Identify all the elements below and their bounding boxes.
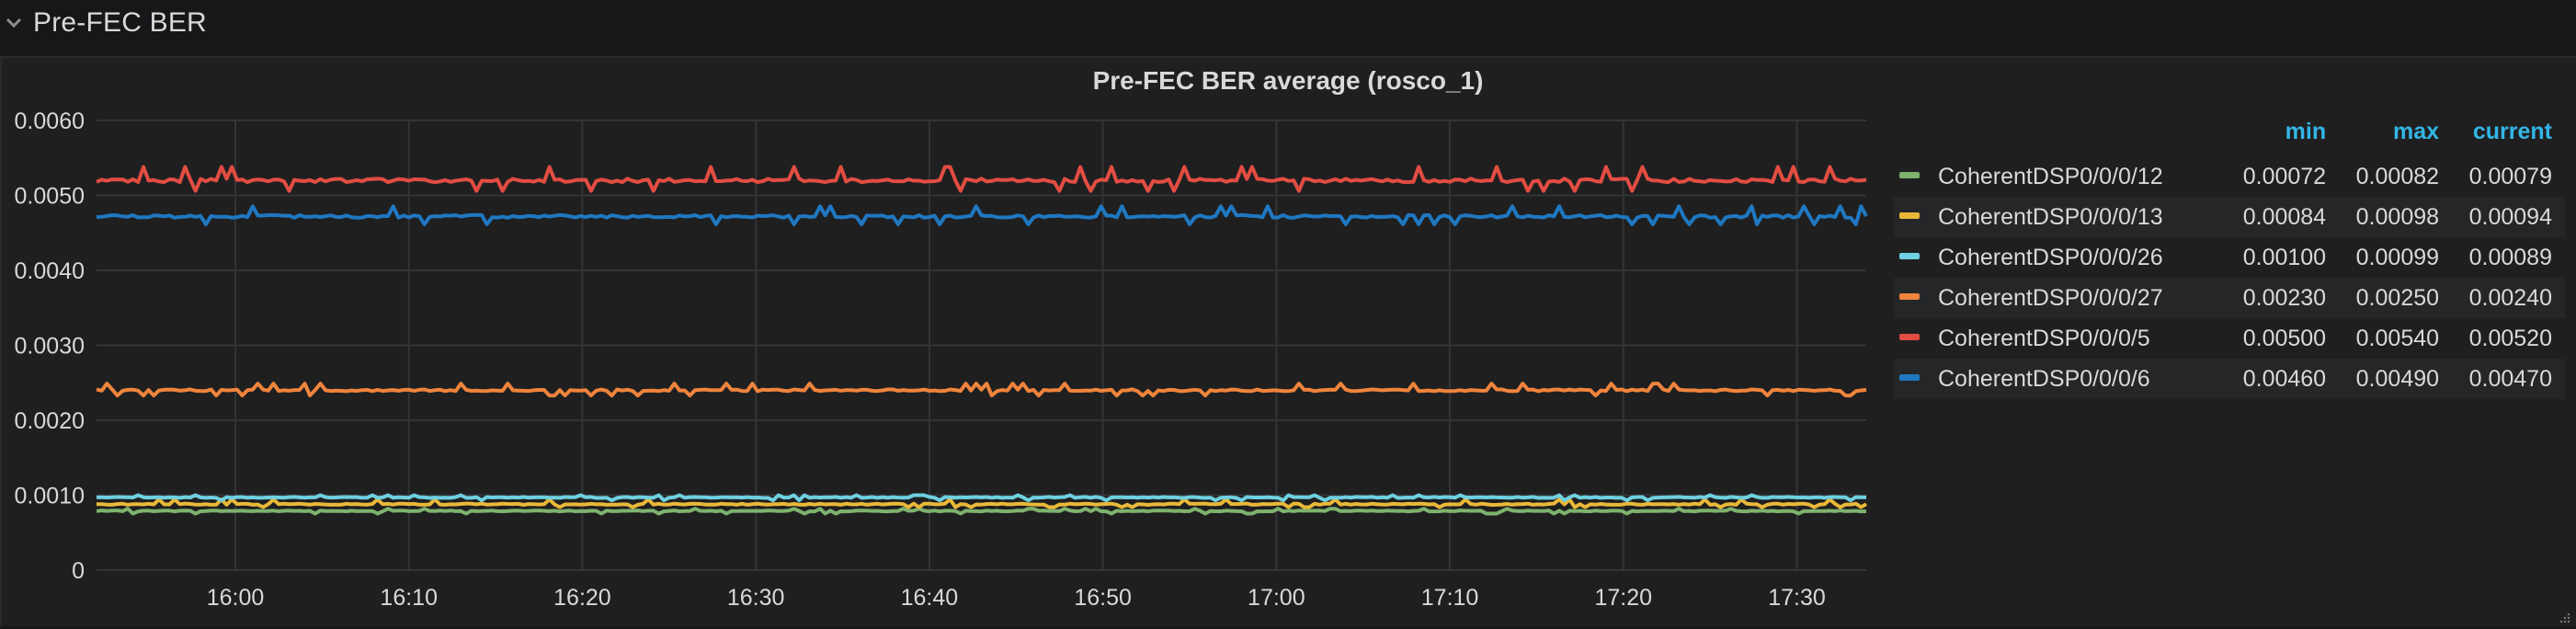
- x-tick-label: 17:20: [1595, 585, 1653, 611]
- legend-max-value: 0.00082: [2339, 156, 2453, 197]
- legend-series-name[interactable]: CoherentDSP0/0/0/13: [1894, 197, 2227, 237]
- legend-current-value: 0.00470: [2452, 359, 2565, 399]
- y-tick-label: 0.0020: [15, 408, 85, 434]
- legend-max-value: 0.00098: [2339, 197, 2453, 237]
- legend-series-label: CoherentDSP0/0/0/6: [1938, 365, 2150, 392]
- series-line[interactable]: [97, 497, 1868, 509]
- chevron-down-icon[interactable]: [4, 13, 24, 33]
- y-tick-label: 0.0010: [15, 484, 85, 509]
- legend-header-name: [1894, 116, 2226, 156]
- series-color-swatch[interactable]: [1899, 293, 1920, 301]
- legend-table: min max current CoherentDSP0/0/0/12 0.00…: [1894, 116, 2565, 399]
- y-tick-label: 0.0040: [15, 258, 85, 284]
- legend-series-label: CoherentDSP0/0/0/27: [1938, 284, 2163, 311]
- legend-current-value: 0.00240: [2452, 278, 2565, 318]
- series-line[interactable]: [96, 204, 1868, 226]
- legend-row[interactable]: CoherentDSP0/0/0/12 0.00072 0.00082 0.00…: [1894, 156, 2565, 197]
- legend-series-name[interactable]: CoherentDSP0/0/0/12: [1894, 156, 2227, 197]
- series-color-swatch[interactable]: [1899, 212, 1920, 220]
- legend-header-current[interactable]: current: [2472, 118, 2552, 144]
- legend-header-row: min max current: [1894, 116, 2565, 156]
- legend-series-label: CoherentDSP0/0/0/12: [1938, 163, 2163, 189]
- y-tick-label: 0.0060: [15, 109, 85, 134]
- panel-title[interactable]: Pre-FEC BER average (rosco_1): [1092, 66, 1484, 95]
- series-line[interactable]: [96, 382, 1867, 398]
- series-lines: [96, 165, 1868, 516]
- series-line[interactable]: [96, 507, 1867, 516]
- legend-current-value: 0.00089: [2452, 237, 2565, 278]
- legend-series-label: CoherentDSP0/0/0/5: [1938, 325, 2150, 351]
- panel-title-wrap: Pre-FEC BER average (rosco_1): [0, 66, 2576, 96]
- legend-max-value: 0.00490: [2339, 359, 2453, 399]
- legend-current-value: 0.00094: [2452, 197, 2565, 237]
- x-tick-label: 16:00: [207, 585, 265, 611]
- y-tick-label: 0: [72, 558, 85, 584]
- legend-row[interactable]: CoherentDSP0/0/0/5 0.00500 0.00540 0.005…: [1894, 318, 2565, 359]
- legend-current-value: 0.00079: [2452, 156, 2565, 197]
- legend-min-value: 0.00460: [2226, 359, 2340, 399]
- legend-max-value: 0.00540: [2339, 318, 2453, 359]
- y-tick-label: 0.0050: [15, 184, 85, 210]
- resize-handle-icon[interactable]: [2558, 611, 2570, 623]
- x-tick-label: 16:20: [553, 585, 611, 611]
- legend: min max current CoherentDSP0/0/0/12 0.00…: [1894, 116, 2565, 399]
- legend-series-name[interactable]: CoherentDSP0/0/0/6: [1894, 359, 2227, 399]
- series-line[interactable]: [96, 165, 1867, 193]
- legend-row[interactable]: CoherentDSP0/0/0/6 0.00460 0.00490 0.004…: [1894, 359, 2565, 399]
- legend-series-name[interactable]: CoherentDSP0/0/0/26: [1894, 237, 2227, 278]
- x-tick-label: 17:10: [1421, 585, 1479, 611]
- y-axis: 0 0.0010 0.0020 0.0030 0.0040 0.0050 0.0060: [15, 109, 85, 584]
- y-tick-label: 0.0030: [15, 334, 85, 360]
- legend-min-value: 0.00100: [2226, 237, 2340, 278]
- legend-row[interactable]: CoherentDSP0/0/0/27 0.00230 0.00250 0.00…: [1894, 278, 2565, 318]
- legend-min-value: 0.00084: [2226, 197, 2340, 237]
- series-color-swatch[interactable]: [1899, 172, 1920, 179]
- x-tick-label: 17:30: [1768, 585, 1826, 611]
- x-tick-label: 16:30: [727, 585, 785, 611]
- legend-header-min[interactable]: min: [2285, 118, 2327, 144]
- legend-series-name[interactable]: CoherentDSP0/0/0/27: [1894, 278, 2227, 318]
- legend-series-name[interactable]: CoherentDSP0/0/0/5: [1894, 318, 2227, 359]
- series-line[interactable]: [96, 493, 1867, 503]
- row-header: Pre-FEC BER: [0, 0, 2576, 48]
- legend-min-value: 0.00072: [2226, 156, 2340, 197]
- legend-current-value: 0.00520: [2452, 318, 2565, 359]
- row-title[interactable]: Pre-FEC BER: [33, 7, 207, 38]
- legend-series-label: CoherentDSP0/0/0/26: [1938, 244, 2163, 270]
- x-tick-label: 16:40: [901, 585, 959, 611]
- legend-max-value: 0.00250: [2339, 278, 2453, 318]
- legend-max-value: 0.00099: [2339, 237, 2453, 278]
- series-color-swatch[interactable]: [1899, 253, 1920, 260]
- legend-min-value: 0.00500: [2226, 318, 2340, 359]
- legend-series-label: CoherentDSP0/0/0/13: [1938, 203, 2163, 230]
- x-tick-label: 17:00: [1248, 585, 1305, 611]
- x-tick-label: 16:50: [1074, 585, 1132, 611]
- legend-row[interactable]: CoherentDSP0/0/0/26 0.00100 0.00099 0.00…: [1894, 237, 2565, 278]
- series-color-swatch[interactable]: [1899, 374, 1920, 382]
- x-tick-label: 16:10: [380, 585, 438, 611]
- series-color-swatch[interactable]: [1899, 334, 1920, 341]
- legend-row[interactable]: CoherentDSP0/0/0/13 0.00084 0.00098 0.00…: [1894, 197, 2565, 237]
- legend-min-value: 0.00230: [2226, 278, 2340, 318]
- x-axis: 16:00 16:10 16:20 16:30 16:40 16:50 17:00 17:10…: [207, 585, 1826, 611]
- legend-header-max[interactable]: max: [2392, 118, 2440, 144]
